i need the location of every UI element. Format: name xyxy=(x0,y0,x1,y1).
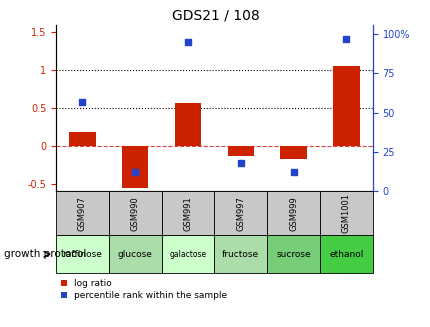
Bar xyxy=(161,235,214,273)
Text: raffinose: raffinose xyxy=(62,250,102,259)
Bar xyxy=(122,146,148,187)
Text: GSM997: GSM997 xyxy=(236,196,245,231)
Text: fructose: fructose xyxy=(222,250,259,259)
Point xyxy=(184,39,191,44)
Text: glucose: glucose xyxy=(117,250,152,259)
Text: galactose: galactose xyxy=(169,250,206,259)
Bar xyxy=(214,191,267,235)
Bar xyxy=(108,191,161,235)
Text: GSM990: GSM990 xyxy=(130,196,139,231)
Bar xyxy=(319,191,372,235)
Legend: log ratio, percentile rank within the sample: log ratio, percentile rank within the sa… xyxy=(60,279,227,300)
Bar xyxy=(108,235,161,273)
Text: GDS21 / 108: GDS21 / 108 xyxy=(171,8,259,22)
Bar xyxy=(69,132,95,146)
Text: GSM999: GSM999 xyxy=(289,196,298,231)
Text: sucrose: sucrose xyxy=(276,250,310,259)
Point xyxy=(289,170,296,175)
Bar xyxy=(332,66,359,146)
Bar xyxy=(175,103,201,146)
Bar xyxy=(267,191,319,235)
Text: GSM1001: GSM1001 xyxy=(341,193,350,233)
Text: ethanol: ethanol xyxy=(329,250,363,259)
Bar xyxy=(227,146,253,156)
Point xyxy=(132,170,138,175)
Text: GSM991: GSM991 xyxy=(183,196,192,231)
Bar xyxy=(56,235,108,273)
Bar xyxy=(267,235,319,273)
Bar xyxy=(214,235,267,273)
Bar xyxy=(161,191,214,235)
Bar xyxy=(280,146,306,159)
Bar xyxy=(319,235,372,273)
Text: growth protocol: growth protocol xyxy=(4,249,86,259)
Bar xyxy=(56,191,108,235)
Point xyxy=(79,99,86,104)
Point xyxy=(237,160,244,165)
Text: GSM907: GSM907 xyxy=(78,196,87,231)
Point xyxy=(342,36,349,41)
